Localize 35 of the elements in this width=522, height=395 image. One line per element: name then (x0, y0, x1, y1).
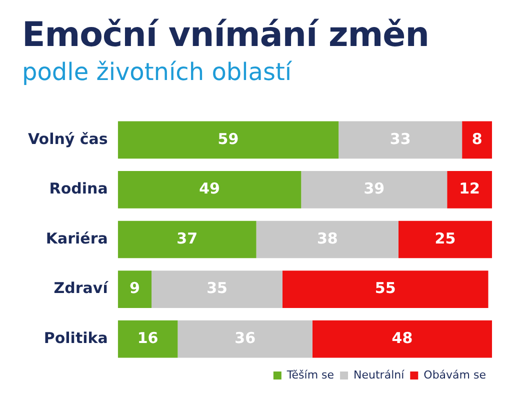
y-tick-label: Volný čas (28, 130, 108, 148)
y-tick-label: Rodina (49, 180, 108, 198)
data-label: 48 (392, 328, 413, 347)
data-label: 49 (199, 180, 220, 198)
bar (301, 171, 448, 208)
bar (178, 320, 312, 358)
bar (312, 320, 492, 358)
data-label: 55 (374, 279, 396, 298)
data-label: 25 (434, 229, 456, 248)
y-tick-label: Kariéra (46, 229, 108, 248)
data-label: 8 (472, 130, 482, 148)
bar (398, 220, 492, 258)
bar (256, 220, 398, 258)
legend-label: Těším se (286, 368, 334, 382)
bar (462, 121, 492, 159)
bar (118, 270, 152, 308)
data-label: 37 (176, 229, 198, 248)
bar (447, 171, 492, 208)
data-label: 12 (459, 180, 480, 198)
bar (152, 270, 282, 308)
bar (118, 320, 178, 358)
data-label: 59 (218, 130, 239, 148)
bar (282, 270, 488, 308)
data-label: 16 (137, 328, 158, 347)
legend-label: Obávám se (424, 368, 486, 382)
legend-label: Neutrální (354, 368, 406, 382)
bar (118, 220, 256, 258)
bar (338, 121, 462, 159)
bar (118, 121, 339, 159)
y-tick-label: Zdraví (54, 279, 109, 298)
y-tick-label: Politika (44, 328, 108, 347)
bar (118, 171, 302, 208)
data-label: 9 (129, 279, 140, 298)
chart-subtitle: podle životních oblastí (22, 57, 293, 88)
chart-title: Emoční vnímání změn (22, 14, 430, 56)
